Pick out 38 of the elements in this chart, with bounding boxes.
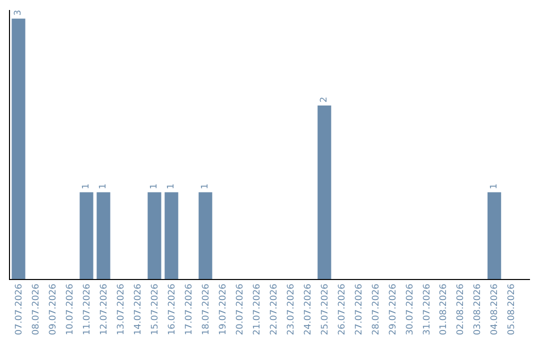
x-tick-label: 01.08.2026 — [439, 283, 450, 336]
x-tick-label: 28.07.2026 — [371, 283, 382, 336]
x-tick-label: 11.07.2026 — [82, 283, 92, 336]
x-tick-label: 05.08.2026 — [507, 283, 518, 336]
data-label: 1 — [200, 183, 210, 190]
x-tick-label: 13.07.2026 — [116, 283, 126, 336]
x-tick-label: 26.07.2026 — [337, 283, 348, 336]
x-tick-label: 16.07.2026 — [167, 283, 178, 336]
x-tick-label: 07.07.2026 — [14, 283, 24, 336]
x-tick-label: 03.08.2026 — [473, 283, 484, 336]
data-label: 1 — [166, 183, 176, 190]
x-tick-label: 18.07.2026 — [201, 283, 212, 336]
x-tick-label: 08.07.2026 — [31, 283, 42, 336]
x-tick-label: 29.07.2026 — [388, 283, 398, 336]
x-tick-label: 04.08.2026 — [490, 283, 500, 336]
x-tick-label: 09.07.2026 — [48, 283, 58, 336]
x-tick-label: 24.07.2026 — [303, 283, 314, 336]
data-label: 1 — [98, 183, 108, 190]
x-tick-label: 31.07.2026 — [422, 283, 432, 336]
x-tick-label: 15.07.2026 — [150, 283, 160, 336]
data-label: 1 — [489, 183, 500, 190]
x-tick-label: 19.07.2026 — [218, 283, 228, 336]
data-label: 2 — [319, 96, 330, 102]
x-tick-label: 12.07.2026 — [99, 283, 110, 336]
x-tick-label: 30.07.2026 — [405, 283, 416, 336]
x-tick-label: 27.07.2026 — [354, 283, 364, 336]
data-label: 1 — [149, 183, 160, 190]
x-tick-label: 17.07.2026 — [184, 283, 194, 336]
x-tick-label: 20.07.2026 — [235, 283, 246, 336]
data-label: 1 — [81, 183, 92, 190]
x-tick-label: 14.07.2026 — [133, 283, 144, 336]
data-label: 3 — [13, 10, 24, 16]
x-tick-label: 02.08.2026 — [456, 283, 466, 336]
x-tick-label: 21.07.2026 — [252, 283, 262, 336]
x-tick-label: 25.07.2026 — [320, 283, 330, 336]
x-tick-label: 22.07.2026 — [269, 283, 280, 336]
x-tick-label: 23.07.2026 — [286, 283, 296, 336]
x-tick-label: 10.07.2026 — [65, 283, 76, 336]
